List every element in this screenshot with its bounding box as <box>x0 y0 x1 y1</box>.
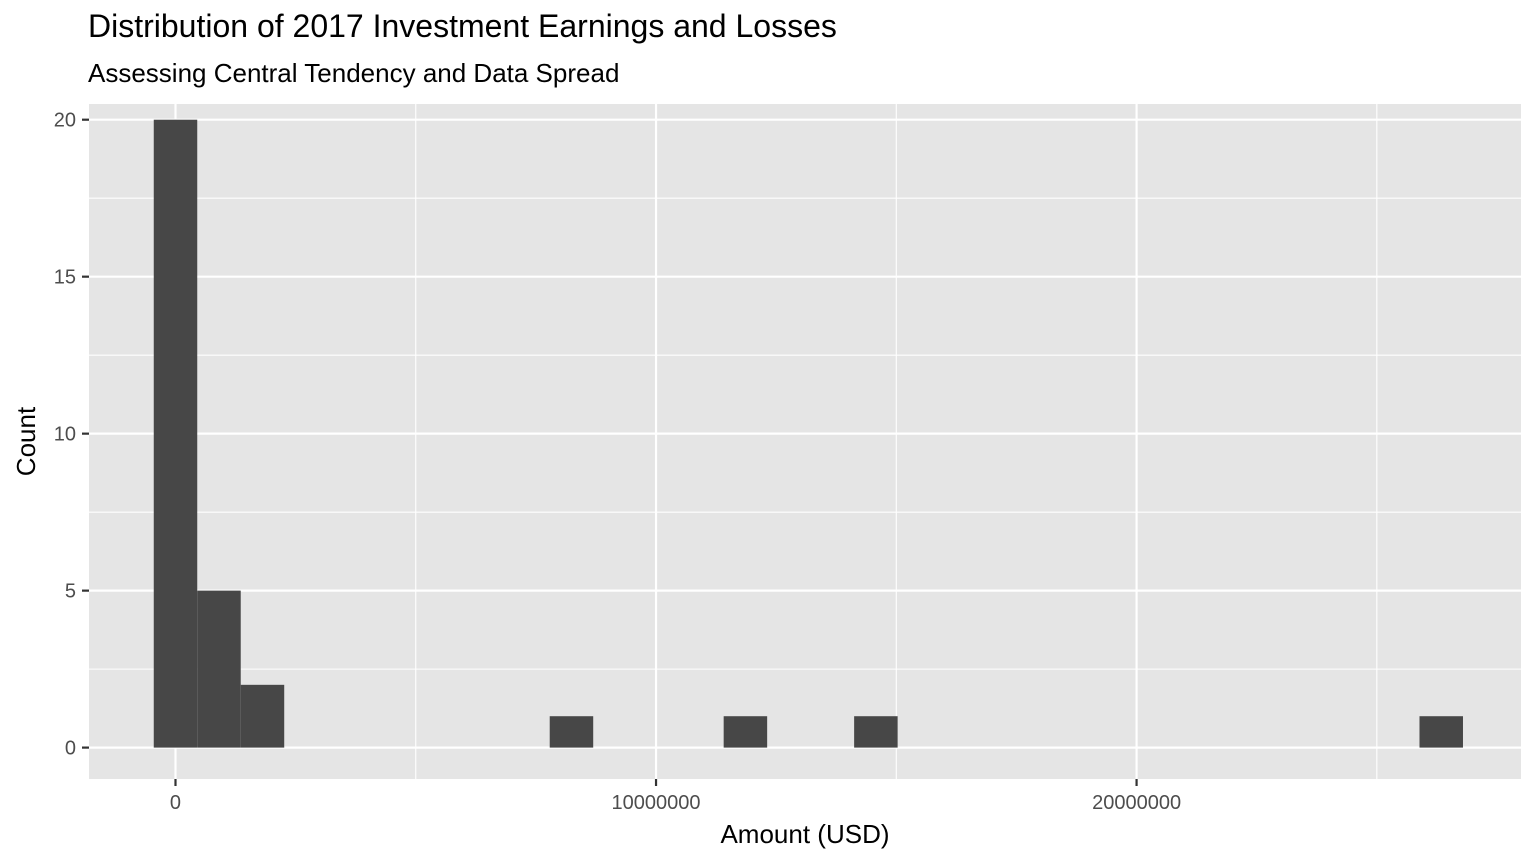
x-axis: 0 10000000 20000000 <box>170 779 1181 814</box>
y-tick-label: 5 <box>65 581 76 603</box>
y-axis: 0 5 10 15 20 <box>54 110 89 760</box>
histogram-bar <box>1419 716 1463 748</box>
histogram-bar <box>723 716 768 748</box>
y-tick-label: 0 <box>65 738 76 760</box>
histogram-bar <box>854 716 898 748</box>
plot-panel <box>89 104 1521 779</box>
histogram-bars <box>153 119 1463 748</box>
chart-title: Distribution of 2017 Investment Earnings… <box>88 8 837 44</box>
histogram-bar <box>240 684 285 748</box>
x-tick-label: 0 <box>170 792 181 814</box>
histogram-bar <box>153 119 198 748</box>
y-tick-label: 20 <box>54 110 76 132</box>
x-tick-label: 20000000 <box>1092 792 1181 814</box>
x-tick-label: 10000000 <box>612 792 701 814</box>
y-axis-title: Count <box>11 406 41 476</box>
histogram-bar <box>549 716 594 748</box>
x-axis-title: Amount (USD) <box>720 819 889 849</box>
minor-gridlines <box>89 104 1521 779</box>
y-tick-label: 10 <box>54 424 76 446</box>
chart-subtitle: Assessing Central Tendency and Data Spre… <box>88 58 620 88</box>
histogram-bar <box>197 590 241 748</box>
y-tick-label: 15 <box>54 267 76 289</box>
